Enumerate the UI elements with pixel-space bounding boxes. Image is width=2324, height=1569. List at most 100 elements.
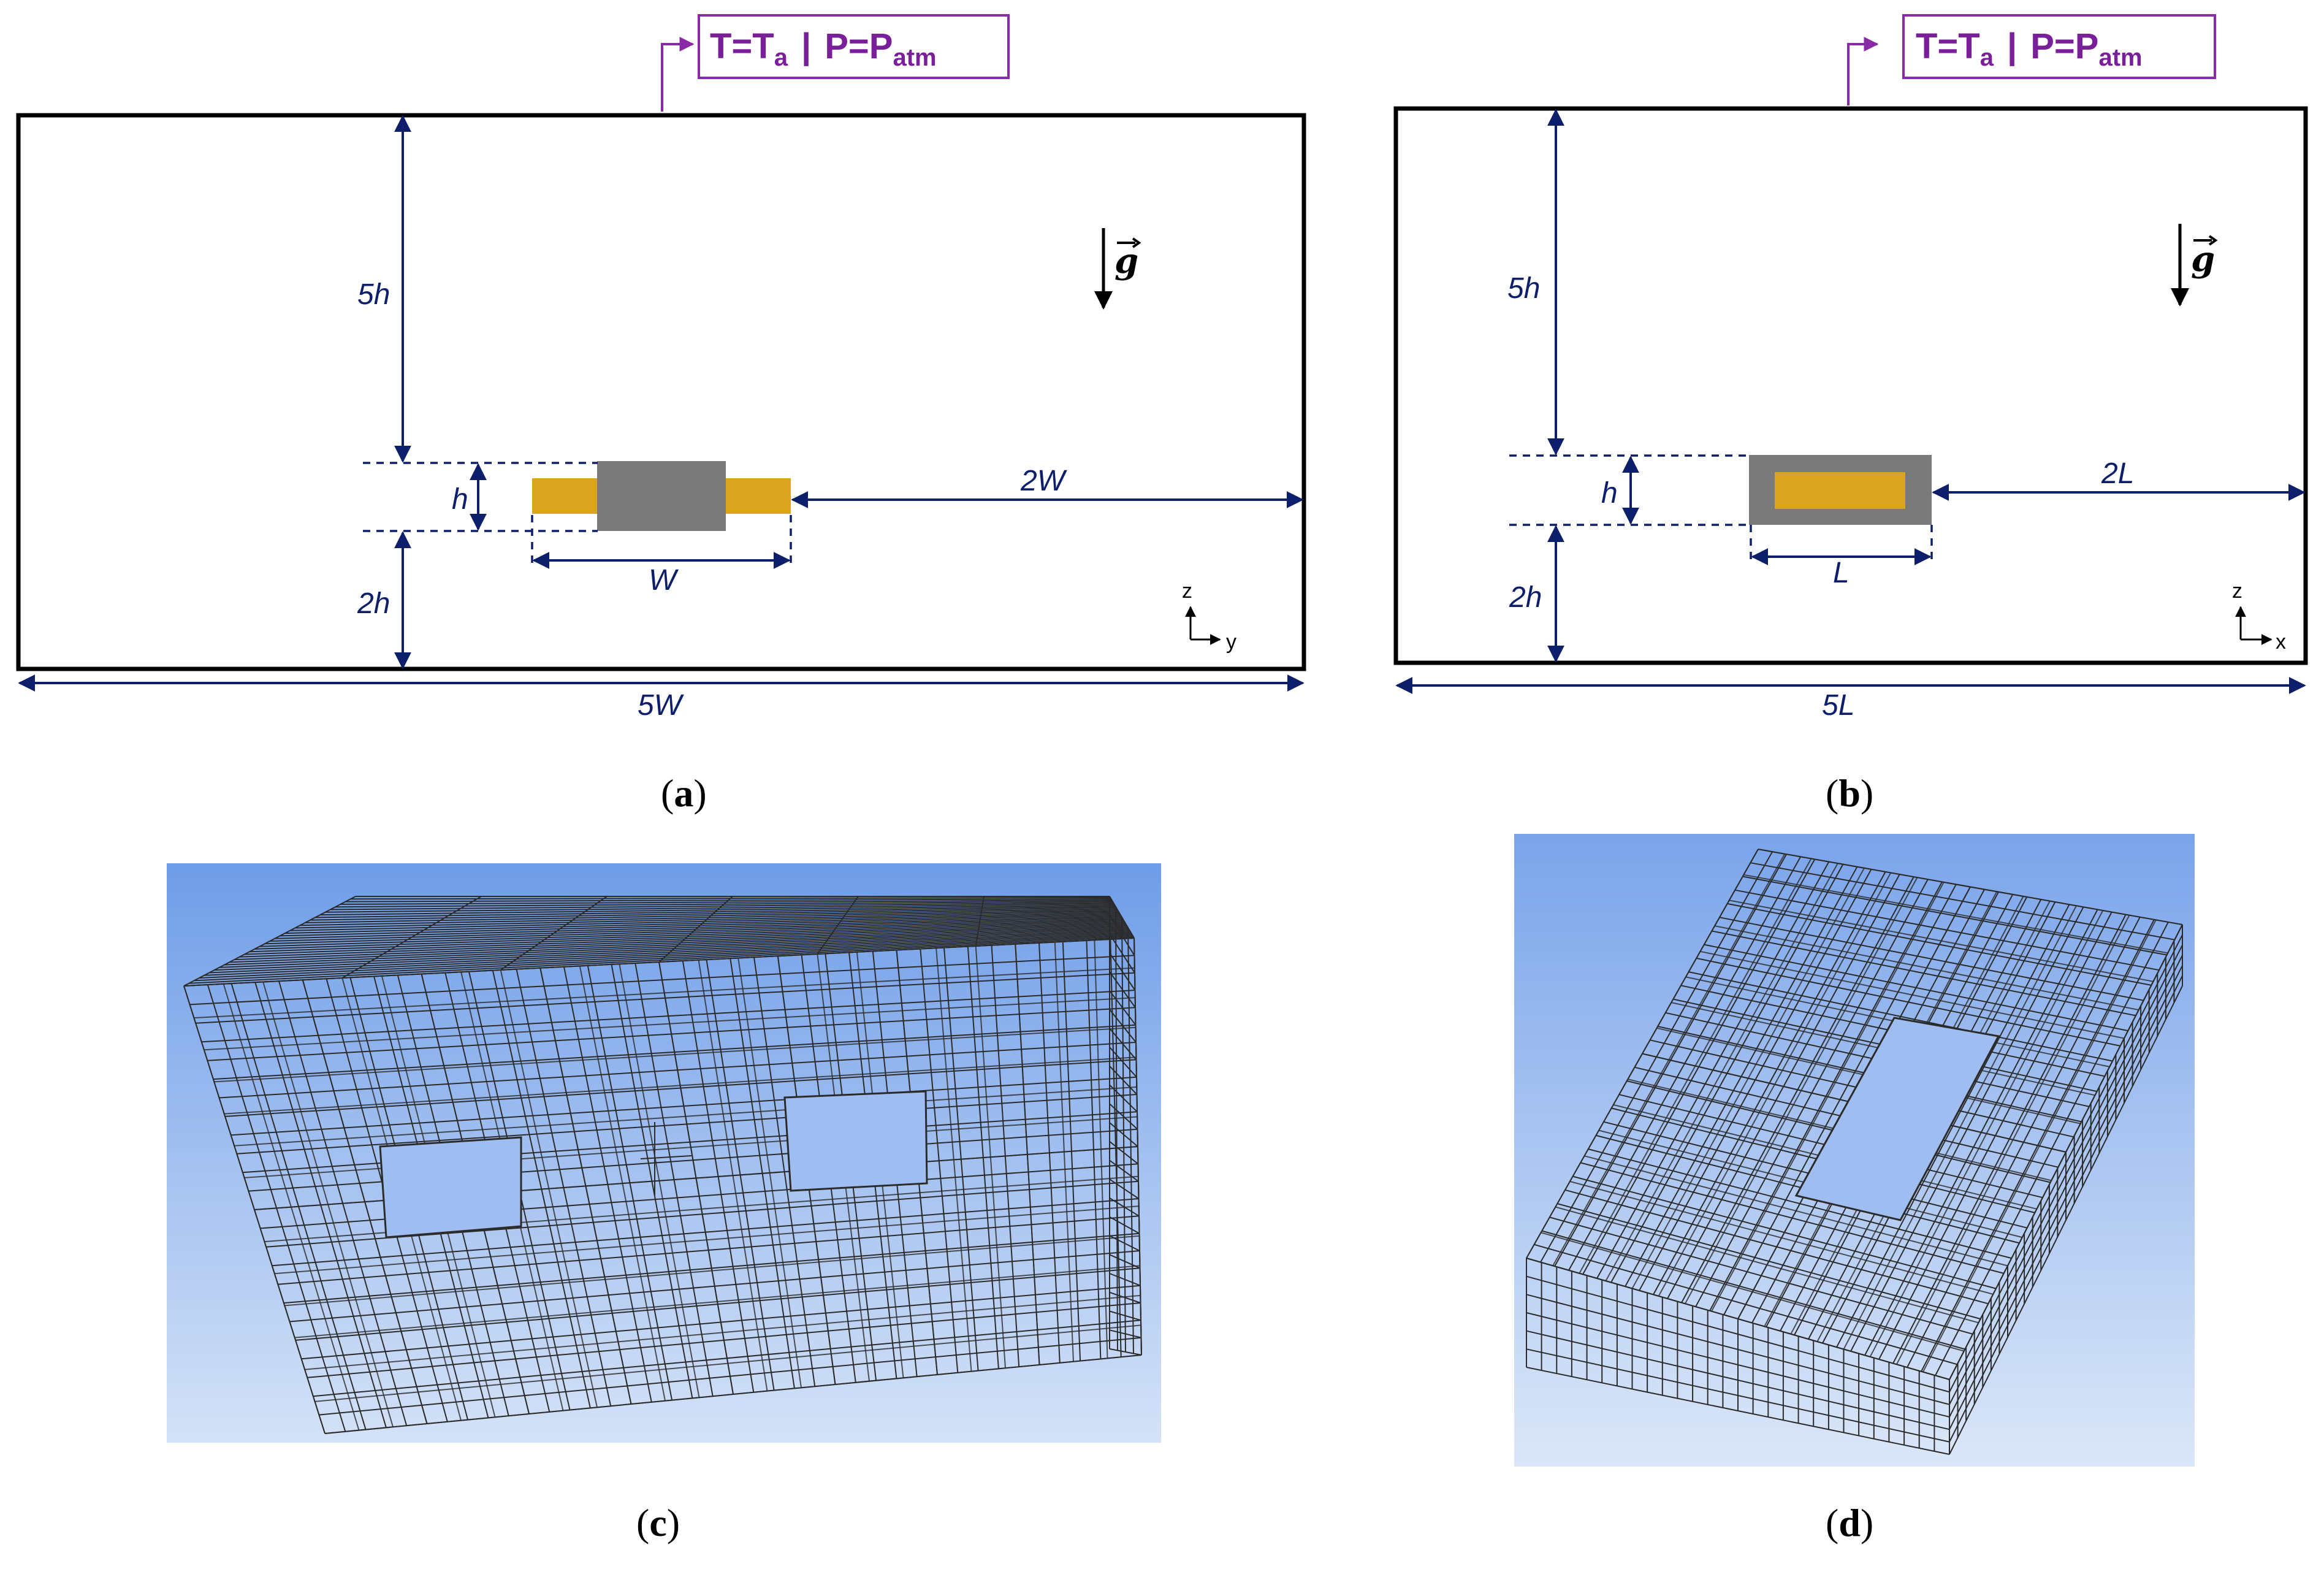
mesh-line [1895, 915, 2130, 1365]
mesh-line [1109, 971, 1136, 1008]
mesh-line [194, 967, 1135, 1019]
mesh-line [1526, 849, 1759, 1259]
mesh-line [1109, 1066, 1138, 1095]
mesh-line [1526, 1330, 1950, 1430]
mesh-opening [783, 1090, 928, 1192]
axis-label-x-b: x [2276, 630, 2286, 654]
label-l: L [1833, 557, 1850, 589]
label-w: W [649, 564, 679, 597]
bc-box [1902, 14, 2216, 79]
mesh-line [1552, 853, 1786, 1266]
mesh-line [324, 1354, 1142, 1434]
mesh-line [1109, 1084, 1138, 1113]
mesh-line [1109, 1216, 1140, 1234]
mesh-line [817, 896, 859, 955]
mesh-line [1605, 863, 1838, 1281]
mesh-line [1109, 1122, 1138, 1147]
mesh-line [1109, 1273, 1141, 1286]
gravity-arrow-icon: g [1094, 228, 1141, 310]
mesh-line [183, 937, 1135, 987]
mesh-line [500, 896, 608, 971]
bc-pressure-sub: atm [2098, 44, 2142, 71]
mesh-line [1843, 905, 2077, 1349]
mesh-line [204, 997, 1135, 1051]
axis-label-y-a: y [1226, 630, 1236, 654]
mesh-line [1109, 1329, 1141, 1338]
mesh-line [1949, 924, 2183, 1380]
conductor-left [532, 478, 598, 514]
bc-separator: | [801, 26, 811, 66]
mesh-line [1658, 872, 1892, 1297]
mesh-line [640, 1155, 692, 1159]
mesh-line [975, 896, 985, 947]
label-2h-a: 2h [357, 587, 390, 620]
label-h-b: h [1601, 477, 1618, 510]
label-5h-b: 5h [1507, 272, 1540, 305]
label-5w: 5W [638, 689, 685, 722]
bc-pressure: P=P [2030, 26, 2098, 66]
mesh-line [1109, 933, 1135, 974]
label-2h-b: 2h [1509, 581, 1542, 614]
mesh-line [1526, 1275, 1950, 1393]
mesh-line [1949, 955, 2183, 1418]
mesh-line [1109, 1047, 1137, 1078]
mesh-line [341, 896, 482, 979]
mesh-line [1949, 975, 2183, 1443]
mesh-line [1711, 882, 1945, 1312]
boundary-condition-label-b: T=Ta | P=Patm [1847, 14, 2216, 105]
mesh-line [1949, 965, 2183, 1430]
bc-temperature-sub: a [1980, 44, 1994, 71]
mesh-line [1684, 877, 1918, 1304]
label-2l: 2L [2101, 457, 2134, 490]
mesh-line [1109, 1028, 1137, 1060]
mesh-line [1579, 858, 1812, 1274]
mesh-line [214, 1026, 1136, 1083]
boundary-condition-label-a: T=Ta | P=Patm [661, 14, 1010, 112]
bc-pressure-sub: atm [893, 44, 936, 71]
axis-label-z-b: z [2232, 579, 2242, 603]
mesh-line [1526, 1258, 1950, 1380]
mesh-line [1109, 915, 1135, 956]
bc-temperature: T=T [1916, 26, 1980, 66]
mesh-line [305, 1294, 1141, 1370]
domain-boundary-a [16, 113, 1306, 671]
mesh-line [1109, 952, 1136, 991]
mesh-line [1109, 1178, 1140, 1199]
mesh-line [1109, 896, 1135, 939]
label-5l: 5L [1822, 689, 1854, 722]
axis-label-z-a: z [1182, 579, 1192, 603]
mesh-opening [379, 1136, 522, 1239]
conductor-center [1775, 472, 1905, 509]
mesh-wireframe-d [1526, 849, 2183, 1455]
mesh-line [234, 1086, 1137, 1147]
mesh-line [1526, 1294, 1950, 1405]
axis-triad-icon: z y [1182, 579, 1236, 654]
mesh-line [1109, 1103, 1138, 1130]
caption-b: (b) [1826, 771, 1873, 815]
panel-b-cross-section: T=Ta | P=Patm 5h h 2h L 2L 5L g [1393, 14, 2308, 815]
mesh-line [658, 896, 733, 963]
bc-leader-line [661, 37, 695, 112]
mesh-line [1109, 1235, 1140, 1251]
label-h-a: h [452, 483, 468, 516]
mesh-line [1949, 985, 2183, 1455]
caption-d: (d) [1826, 1501, 1873, 1544]
mesh-line [1109, 1009, 1137, 1043]
body-block-a [597, 461, 726, 531]
mesh-line [1109, 1348, 1142, 1356]
mesh-line [1526, 1348, 1950, 1443]
panel-d-mesh: (d) [1514, 834, 2195, 1544]
panel-a-cross-section: T=Ta | P=Patm 5h h 2h W 2W 5W g [16, 14, 1306, 815]
mesh-line [183, 896, 356, 987]
mesh-line [314, 1324, 1141, 1402]
mesh-line [1922, 919, 2157, 1373]
domain-boundary-b [1393, 106, 2308, 665]
mesh-line [1526, 1367, 1950, 1455]
mesh-line [1109, 1254, 1140, 1269]
mesh-line [284, 1235, 1140, 1307]
mesh-line [1109, 1141, 1139, 1165]
bc-separator: | [2007, 26, 2017, 66]
svg-text:T=Ta|P=Patm: T=Ta | P=Patm [710, 26, 937, 71]
mesh-line [1949, 934, 2183, 1392]
